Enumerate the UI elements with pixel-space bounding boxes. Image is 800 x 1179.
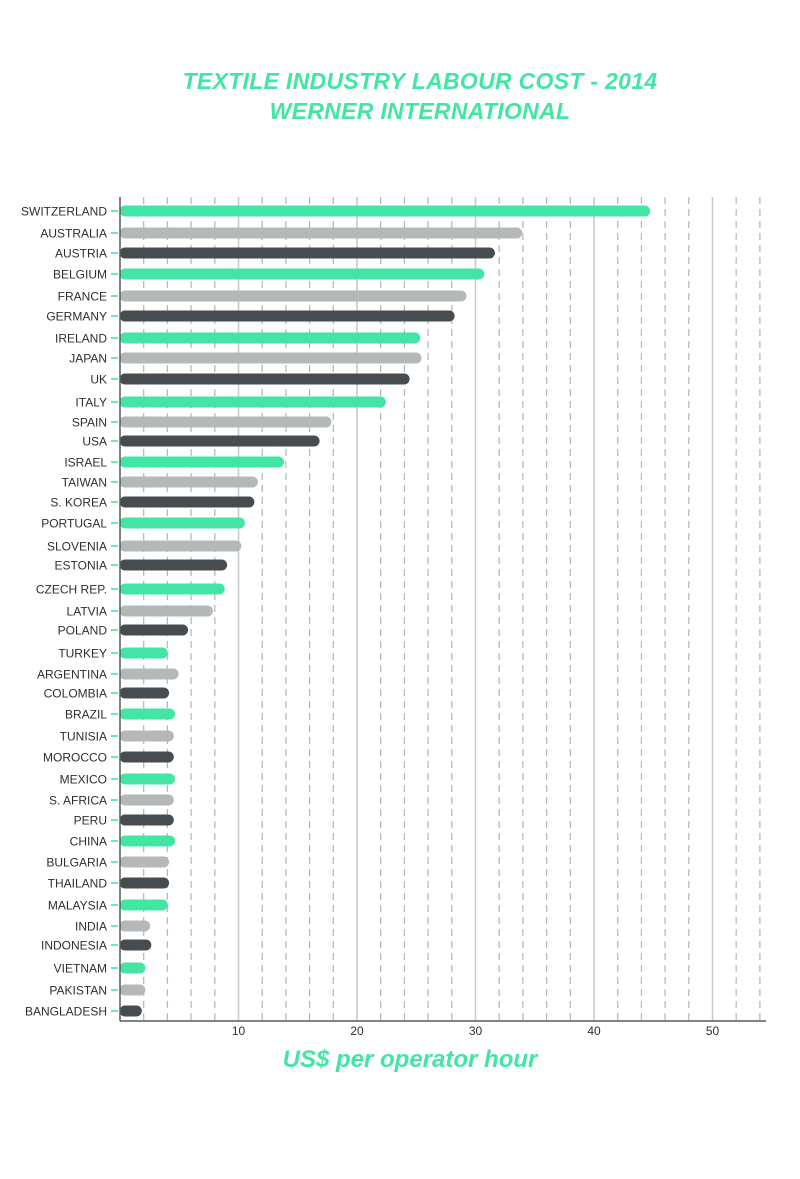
category-label: S. KOREA (50, 496, 107, 510)
category-label: SLOVENIA (47, 540, 107, 554)
category-label: MEXICO (60, 773, 107, 787)
category-label: BANGLADESH (25, 1005, 107, 1019)
category-label: ESTONIA (55, 559, 107, 573)
x-tick-label: 50 (706, 1024, 720, 1038)
category-label: BELGIUM (53, 268, 107, 282)
category-label: COLOMBIA (44, 687, 107, 701)
category-label: PERU (74, 814, 107, 828)
category-label: CHINA (70, 835, 107, 849)
x-tick-label: 30 (469, 1024, 483, 1038)
category-label: AUSTRALIA (40, 227, 107, 241)
category-label: ISRAEL (64, 456, 107, 470)
category-label: ARGENTINA (37, 668, 107, 682)
category-label: PORTUGAL (41, 517, 107, 531)
chart-subtitle: WERNER INTERNATIONAL (269, 98, 571, 124)
x-tick-labels: 10 20 30 40 50 (232, 1024, 720, 1038)
category-label: GERMANY (46, 310, 107, 324)
category-label: AUSTRIA (55, 247, 107, 261)
category-label: POLAND (58, 624, 108, 638)
x-tick-label: 40 (587, 1024, 601, 1038)
category-label: MALAYSIA (48, 899, 107, 913)
x-tick-label: 10 (232, 1024, 246, 1038)
category-labels: SWITZERLAND AUSTRALIA AUSTRIA BELGIUM FRANCE… (21, 205, 118, 1019)
category-label: THAILAND (48, 877, 108, 891)
category-label: USA (82, 435, 107, 449)
category-label: INDIA (75, 920, 107, 934)
axes (119, 197, 766, 1022)
category-label: JAPAN (69, 352, 107, 366)
category-label: TAIWAN (62, 476, 107, 490)
x-tick-label: 20 (350, 1024, 364, 1038)
category-label: TURKEY (58, 647, 107, 661)
category-label: PAKISTAN (49, 984, 107, 998)
category-label: ITALY (75, 396, 107, 410)
category-label: MOROCCO (43, 751, 107, 765)
category-label: IRELAND (55, 332, 107, 346)
category-label: SPAIN (72, 416, 107, 430)
category-label: FRANCE (58, 290, 107, 304)
category-label: UK (90, 373, 107, 387)
category-label: TUNISIA (60, 730, 107, 744)
x-axis-label: US$ per operator hour (282, 1046, 538, 1073)
category-label: SWITZERLAND (21, 205, 107, 219)
bars (119, 205, 651, 1017)
category-label: LATVIA (67, 605, 107, 619)
category-label: VIETNAM (54, 962, 107, 976)
chart-title: TEXTILE INDUSTRY LABOUR COST - 2014 (182, 68, 658, 94)
category-label: BULGARIA (46, 856, 107, 870)
category-label: S. AFRICA (49, 794, 107, 808)
category-label: INDONESIA (41, 939, 107, 953)
category-label: CZECH REP. (36, 583, 107, 597)
category-label: BRAZIL (65, 708, 107, 722)
